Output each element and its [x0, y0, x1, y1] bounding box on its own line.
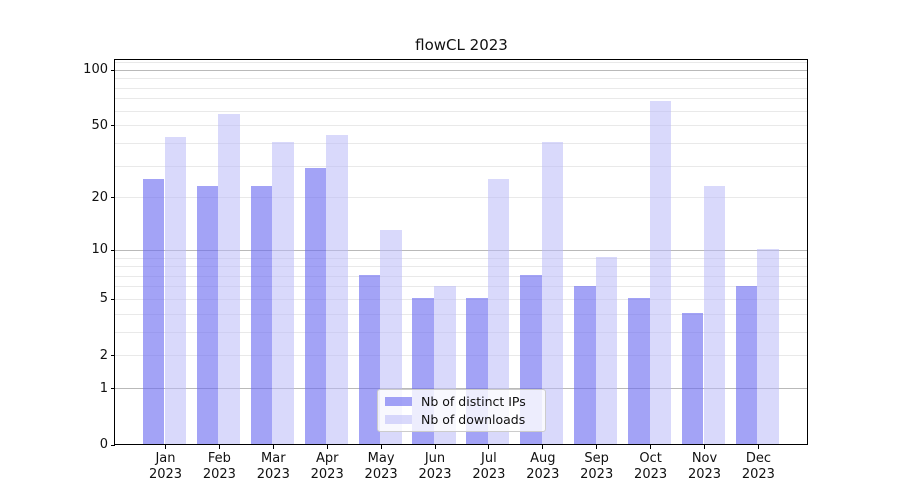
gridline-major-100 — [115, 69, 807, 71]
x-tick-label-jan: Jan 2023 — [148, 451, 183, 482]
bar-nb-of-downloads-jul — [487, 179, 510, 444]
x-tick-label-aug: Aug 2023 — [526, 451, 560, 482]
bar-nb-of-distinct-ips-may — [358, 275, 381, 444]
bar-nb-of-distinct-ips-nov — [681, 313, 704, 444]
x-tick-mark-jan — [165, 445, 166, 449]
x-tick-label-jul: Jul 2023 — [472, 451, 506, 482]
y-tick-label-50: 50 — [91, 117, 108, 133]
gridline-minor-30 — [115, 165, 807, 167]
gridline-minor-110 — [115, 62, 807, 64]
legend-swatch-downloads — [385, 414, 412, 424]
x-tick-label-sep: Sep 2023 — [580, 451, 614, 482]
legend-item-distinct-ips: Nb of distinct IPs — [385, 394, 538, 409]
bar-nb-of-downloads-feb — [218, 114, 240, 444]
gridline-minor-8 — [115, 266, 807, 268]
gridline-major-10 — [115, 249, 807, 251]
x-tick-mark-nov — [704, 445, 705, 449]
gridline-minor-50 — [115, 125, 807, 127]
bar-nb-of-distinct-ips-oct — [628, 298, 650, 444]
x-tick-label-apr: Apr 2023 — [310, 451, 344, 482]
y-tick-label-0: 0 — [99, 437, 108, 452]
legend-label-distinct-ips: Nb of distinct IPs — [421, 394, 526, 410]
x-tick-mark-jul — [488, 445, 490, 449]
y-tick-label-10: 10 — [91, 242, 108, 258]
x-tick-label-mar: Mar 2023 — [256, 451, 290, 482]
gridline-minor-90 — [115, 78, 807, 80]
y-tick-label-1: 1 — [99, 380, 108, 396]
bar-nb-of-downloads-aug — [541, 142, 564, 444]
x-tick-mark-feb — [218, 445, 220, 449]
x-tick-mark-dec — [757, 445, 759, 449]
gridline-minor-80 — [115, 87, 807, 89]
x-tick-mark-apr — [326, 445, 328, 449]
bar-nb-of-downloads-nov — [703, 185, 726, 444]
x-tick-mark-may — [380, 445, 382, 449]
x-tick-label-jun: Jun 2023 — [418, 451, 452, 482]
bar-nb-of-downloads-jan — [164, 136, 187, 444]
gridline-minor-2 — [115, 355, 807, 357]
plot-area — [114, 59, 808, 445]
x-tick-label-nov: Nov 2023 — [687, 451, 722, 482]
gridline-minor-4 — [115, 313, 807, 315]
bar-nb-of-distinct-ips-mar — [250, 185, 273, 444]
gridline-minor-40 — [115, 142, 807, 144]
bar-nb-of-distinct-ips-dec — [735, 285, 758, 444]
legend-label-downloads: Nb of downloads — [421, 411, 526, 427]
gridline-minor-20 — [115, 197, 807, 199]
y-tick-label-20: 20 — [91, 189, 108, 205]
x-tick-mark-jun — [434, 445, 436, 449]
bar-nb-of-distinct-ips-jan — [142, 179, 165, 444]
x-tick-mark-sep — [596, 445, 598, 449]
x-tick-mark-aug — [542, 445, 544, 449]
legend-swatch-distinct-ips — [385, 397, 412, 407]
x-tick-mark-oct — [650, 445, 652, 449]
x-tick-label-may: May 2023 — [364, 451, 398, 482]
chart-title: flowCL 2023 — [415, 36, 508, 54]
gridline-minor-70 — [115, 98, 807, 100]
gridline-minor-9 — [115, 257, 807, 259]
bar-nb-of-distinct-ips-feb — [196, 185, 219, 444]
bar-nb-of-downloads-apr — [326, 134, 348, 444]
x-tick-label-oct: Oct 2023 — [634, 451, 668, 482]
legend: Nb of distinct IPs Nb of downloads — [377, 389, 546, 432]
bar-nb-of-downloads-mar — [272, 142, 294, 444]
x-tick-mark-mar — [272, 445, 274, 449]
bar-nb-of-downloads-oct — [649, 101, 672, 444]
gridline-minor-7 — [115, 275, 807, 277]
bar-nb-of-distinct-ips-sep — [574, 285, 596, 444]
gridline-minor-6 — [115, 286, 807, 288]
bar-nb-of-downloads-sep — [595, 257, 618, 444]
bar-nb-of-distinct-ips-apr — [304, 167, 327, 444]
legend-item-downloads: Nb of downloads — [385, 412, 538, 427]
y-tick-label-5: 5 — [99, 291, 108, 307]
x-tick-label-feb: Feb 2023 — [202, 451, 236, 482]
gridline-minor-3 — [115, 331, 807, 333]
gridline-major-1 — [115, 388, 807, 390]
bar-nb-of-downloads-dec — [757, 249, 779, 444]
gridline-minor-5 — [115, 298, 807, 300]
y-tick-label-100: 100 — [83, 62, 108, 78]
x-tick-label-dec: Dec 2023 — [741, 451, 775, 482]
gridline-minor-60 — [115, 110, 807, 112]
y-tick-label-2: 2 — [99, 347, 108, 363]
